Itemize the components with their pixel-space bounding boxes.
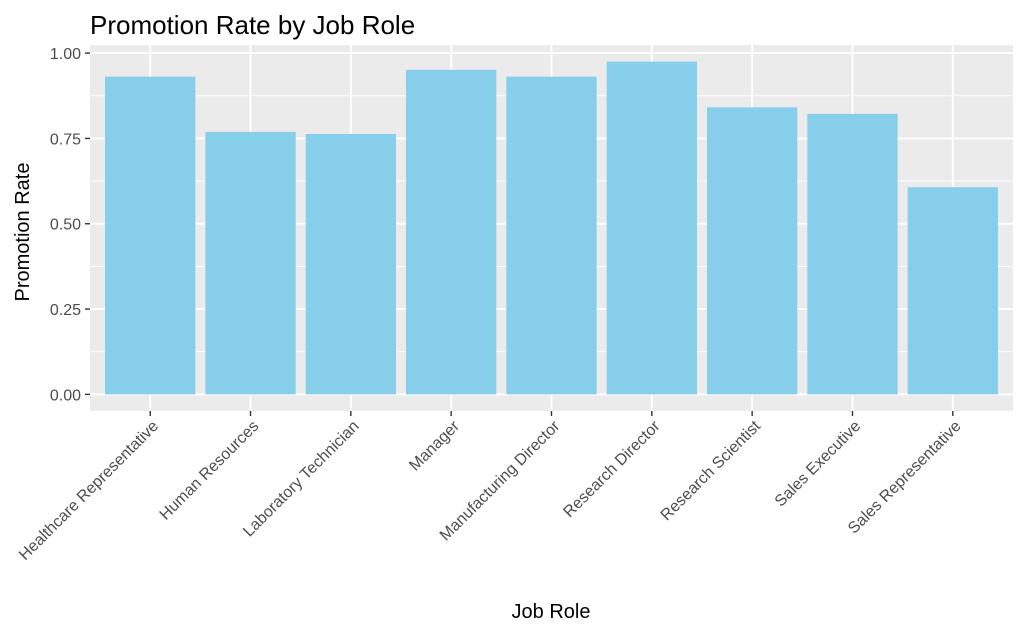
chart-title: Promotion Rate by Job Role	[90, 10, 415, 40]
x-tick-label: Research Director	[560, 417, 664, 521]
x-tick-label: Healthcare Representative	[16, 418, 162, 564]
y-tick-label: 0.25	[50, 302, 81, 319]
bar	[807, 113, 898, 395]
bars	[105, 61, 998, 395]
y-tick-label: 0.50	[50, 217, 81, 234]
x-tick-label: Research Scientist	[658, 417, 765, 524]
x-tick-label: Sales Representative	[845, 418, 965, 538]
y-tick-label: 0.00	[50, 387, 81, 404]
bar	[606, 61, 697, 395]
bar	[105, 76, 196, 395]
y-axis: 0.00 0.25 0.50 0.75 1.00	[50, 46, 90, 404]
bar	[305, 133, 396, 395]
x-tick-label: Manager	[406, 417, 463, 474]
bar	[707, 107, 798, 395]
x-tick-label: Sales Executive	[772, 418, 865, 511]
y-tick-label: 1.00	[50, 46, 81, 63]
x-tick-label: Laboratory Technician	[240, 418, 363, 541]
bar	[205, 131, 296, 395]
x-axis-title: Job Role	[512, 601, 591, 623]
bar	[506, 76, 597, 395]
bar	[907, 187, 998, 395]
x-tick-label: Human Resources	[157, 418, 263, 524]
y-tick-label: 0.75	[50, 131, 81, 148]
y-axis-title: Promotion Rate	[12, 163, 34, 302]
bar	[406, 69, 497, 395]
